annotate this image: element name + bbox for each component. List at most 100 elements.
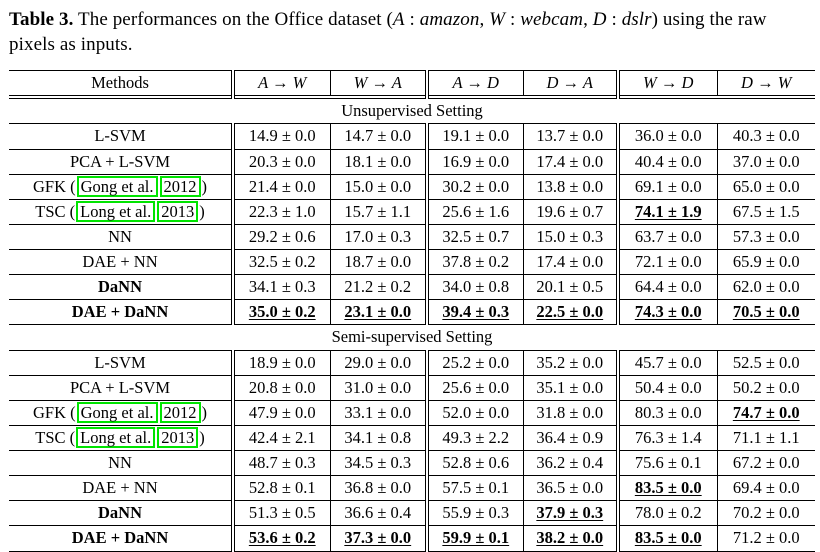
citation-year-link[interactable]: 2012 [159, 175, 201, 197]
value-cell: 18.9 ± 0.0 [231, 350, 330, 376]
method-cell: DAE + DaNN [71, 302, 169, 322]
table-row: DAE + DaNN 35.0 ± 0.2 23.1 ± 0.0 39.4 ± 0.3… [9, 299, 815, 325]
value-text: 34.5 ± 0.3 [344, 453, 412, 473]
value-cell: 29.2 ± 0.6 [231, 224, 330, 250]
value-cell: 19.6 ± 0.7 [522, 199, 618, 225]
value-cell: 67.2 ± 0.0 [716, 450, 815, 476]
method-cell: DaNN [98, 277, 142, 297]
caption-part: The performances on the Office dataset ( [73, 9, 393, 30]
value-text: 17.4 ± 0.0 [536, 252, 604, 272]
value-cell: 37.3 ± 0.0 [329, 525, 427, 552]
value-cell: 42.4 ± 2.1 [231, 425, 330, 451]
value-cell: 20.3 ± 0.0 [231, 149, 330, 175]
method-cell: NN [108, 226, 132, 246]
caption-label: Table 3. [9, 9, 74, 30]
value-cell: 16.9 ± 0.0 [425, 149, 523, 175]
value-text: 40.3 ± 0.0 [732, 126, 800, 146]
value-text: 48.7 ± 0.3 [248, 453, 316, 473]
value-text: 25.6 ± 1.6 [442, 201, 510, 221]
value-text: 37.3 ± 0.0 [344, 528, 412, 548]
value-cell: 30.2 ± 0.0 [425, 174, 523, 200]
value-text: 30.2 ± 0.0 [442, 176, 510, 196]
value-cell: 18.7 ± 0.0 [329, 249, 427, 275]
citation-author-link[interactable]: Long et al. [76, 200, 156, 223]
value-text: 35.1 ± 0.0 [536, 377, 604, 397]
citation-author-link[interactable]: Gong et al. [76, 401, 158, 424]
table-caption: Table 3. The performances on the Office … [9, 7, 812, 57]
value-text: 59.9 ± 0.1 [442, 528, 510, 548]
value-cell: 51.3 ± 0.5 [231, 500, 330, 526]
table-row: GFK (Gong et al. 2012) 21.4 ± 0.0 15.0 ± 0.… [9, 174, 815, 200]
value-cell: 52.0 ± 0.0 [425, 400, 523, 426]
value-cell: 15.7 ± 1.1 [329, 199, 427, 225]
method-label: TSC [35, 427, 66, 447]
value-cell: 53.6 ± 0.2 [231, 525, 330, 552]
value-cell: 19.1 ± 0.0 [425, 123, 523, 150]
method-cell: TSC (Long et al. 2013) [35, 200, 205, 223]
value-text: 18.1 ± 0.0 [344, 151, 412, 171]
value-cell: 32.5 ± 0.7 [425, 224, 523, 250]
value-text: 74.7 ± 0.0 [732, 402, 800, 422]
value-text: 57.3 ± 0.0 [732, 226, 800, 246]
value-cell: 29.0 ± 0.0 [329, 350, 427, 376]
caption-part: , [583, 9, 593, 30]
value-cell: 57.3 ± 0.0 [716, 224, 815, 250]
citation-year-link[interactable]: 2013 [157, 200, 199, 223]
table-row: DAE + DaNN 53.6 ± 0.2 37.3 ± 0.0 59.9 ± 0.1… [9, 525, 815, 552]
table-row: DaNN 34.1 ± 0.3 21.2 ± 0.2 34.0 ± 0.8 20.1 ±… [9, 274, 815, 300]
value-cell: 36.0 ± 0.0 [616, 123, 717, 150]
value-text: 52.8 ± 0.1 [248, 478, 316, 498]
value-text: 76.3 ± 1.4 [634, 427, 702, 447]
value-cell: 70.5 ± 0.0 [716, 299, 815, 325]
value-text: 36.4 ± 0.9 [536, 427, 604, 447]
citation-year-link[interactable]: 2013 [157, 426, 199, 449]
value-cell: 34.0 ± 0.8 [425, 274, 523, 300]
column-header-3: A → D [425, 70, 523, 98]
value-cell: 70.2 ± 0.0 [716, 500, 815, 526]
caption-part: dslr [621, 9, 652, 30]
value-cell: 37.8 ± 0.2 [425, 249, 523, 275]
value-text: 67.2 ± 0.0 [732, 453, 800, 473]
value-cell: 32.5 ± 0.2 [231, 249, 330, 275]
value-text: 18.7 ± 0.0 [344, 252, 412, 272]
value-cell: 25.6 ± 0.0 [425, 375, 523, 401]
citation-year-link[interactable]: 2012 [159, 401, 201, 424]
value-text: 17.0 ± 0.3 [344, 226, 412, 246]
value-text: 70.5 ± 0.0 [732, 302, 800, 322]
value-text: 70.2 ± 0.0 [732, 503, 800, 523]
value-text: 52.0 ± 0.0 [442, 402, 510, 422]
value-cell: 36.8 ± 0.0 [329, 475, 427, 501]
value-cell: 64.4 ± 0.0 [616, 274, 717, 300]
value-cell: 31.8 ± 0.0 [522, 400, 618, 426]
method-cell: GFK (Gong et al. 2012) [33, 401, 207, 424]
value-text: 23.1 ± 0.0 [344, 302, 412, 322]
section-row: Unsupervised Setting [9, 97, 815, 124]
citation-author-link[interactable]: Long et al. [76, 426, 156, 449]
section-row: Semi-supervised Setting [9, 325, 815, 351]
value-text: 37.9 ± 0.3 [536, 503, 604, 523]
value-cell: 37.9 ± 0.3 [522, 500, 618, 526]
value-text: 52.5 ± 0.0 [732, 352, 800, 372]
value-text: 19.1 ± 0.0 [442, 126, 510, 146]
value-cell: 20.1 ± 0.5 [522, 274, 618, 300]
value-cell: 65.9 ± 0.0 [716, 249, 815, 275]
table-row: GFK (Gong et al. 2012) 47.9 ± 0.0 33.1 ± 0.… [9, 400, 815, 426]
caption-part: A [392, 9, 405, 30]
value-text: 51.3 ± 0.5 [248, 503, 316, 523]
value-text: 20.8 ± 0.0 [248, 377, 316, 397]
value-text: 74.1 ± 1.9 [634, 201, 702, 221]
value-cell: 15.0 ± 0.3 [522, 224, 618, 250]
value-cell: 83.5 ± 0.0 [616, 475, 717, 501]
caption-part: D [592, 9, 607, 30]
table-row: PCA + L-SVM 20.8 ± 0.0 31.0 ± 0.0 25.6 ± 0.… [9, 375, 815, 401]
method-cell: L-SVM [94, 126, 146, 146]
value-text: 39.4 ± 0.3 [442, 302, 510, 322]
value-cell: 71.2 ± 0.0 [716, 525, 815, 552]
value-text: 17.4 ± 0.0 [536, 151, 604, 171]
value-text: 45.7 ± 0.0 [634, 352, 702, 372]
method-label: TSC [35, 201, 66, 221]
citation-author-link[interactable]: Gong et al. [76, 175, 158, 197]
method-cell: L-SVM [94, 352, 146, 372]
